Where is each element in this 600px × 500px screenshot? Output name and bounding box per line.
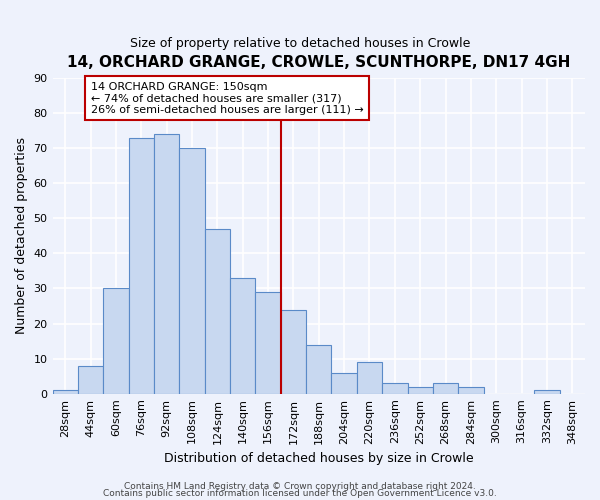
Bar (458, 386, 484, 394)
Bar (179, 148, 205, 394)
Y-axis label: Number of detached properties: Number of detached properties (15, 138, 28, 334)
Bar (433, 383, 458, 394)
Bar (357, 362, 382, 394)
Bar (205, 229, 230, 394)
Title: 14, ORCHARD GRANGE, CROWLE, SCUNTHORPE, DN17 4GH: 14, ORCHARD GRANGE, CROWLE, SCUNTHORPE, … (67, 55, 571, 70)
Text: 14 ORCHARD GRANGE: 150sqm
← 74% of detached houses are smaller (317)
26% of semi: 14 ORCHARD GRANGE: 150sqm ← 74% of detac… (91, 82, 364, 115)
Bar (306, 344, 331, 394)
X-axis label: Distribution of detached houses by size in Crowle: Distribution of detached houses by size … (164, 452, 473, 465)
Text: Contains HM Land Registry data © Crown copyright and database right 2024.: Contains HM Land Registry data © Crown c… (124, 482, 476, 491)
Bar (53, 390, 78, 394)
Text: Size of property relative to detached houses in Crowle: Size of property relative to detached ho… (130, 38, 470, 51)
Bar (534, 390, 560, 394)
Bar (331, 372, 357, 394)
Text: Contains public sector information licensed under the Open Government Licence v3: Contains public sector information licen… (103, 490, 497, 498)
Bar (407, 386, 433, 394)
Bar (382, 383, 407, 394)
Bar (256, 292, 281, 394)
Bar (103, 288, 128, 394)
Bar (154, 134, 179, 394)
Bar (281, 310, 306, 394)
Bar (78, 366, 103, 394)
Bar (230, 278, 256, 394)
Bar (128, 138, 154, 394)
